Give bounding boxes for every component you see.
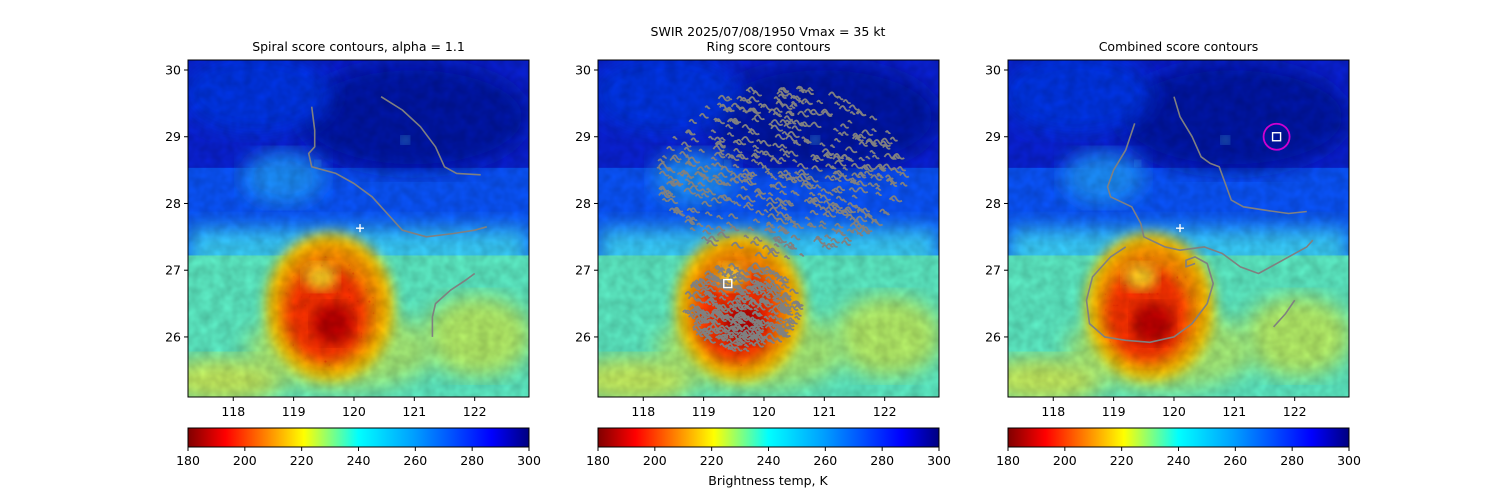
x-tick-label: 119 <box>1102 404 1126 419</box>
panel-title: Spiral score contours, alpha = 1.1 <box>252 39 465 54</box>
y-tick-label: 29 <box>985 129 1001 144</box>
y-tick-label: 29 <box>575 129 591 144</box>
y-tick-label: 28 <box>985 196 1001 211</box>
colorbar-tick-label: 240 <box>757 453 781 468</box>
colorbar <box>1007 427 1350 448</box>
colorbar-tick-label: 180 <box>586 453 610 468</box>
axes-frame <box>597 59 940 398</box>
center-plus-marker <box>1176 224 1185 233</box>
contour-line <box>1173 96 1307 215</box>
contour-line <box>1273 299 1296 328</box>
contour-line <box>1106 123 1314 275</box>
colorbar-tick-label: 300 <box>1337 453 1361 468</box>
colorbar-tick-label: 300 <box>517 453 541 468</box>
y-tick-label: 27 <box>985 263 1001 278</box>
y-tick-label: 26 <box>575 329 591 344</box>
x-tick-label: 122 <box>873 404 897 419</box>
x-tick-label: 119 <box>282 404 306 419</box>
y-tick-label: 29 <box>165 129 181 144</box>
x-tick-label: 120 <box>342 404 366 419</box>
x-tick-label: 122 <box>463 404 487 419</box>
contour-line <box>380 96 481 176</box>
colorbar-tick-label: 260 <box>813 453 837 468</box>
contour-line <box>1085 246 1214 344</box>
colorbar-tick-label: 280 <box>870 453 894 468</box>
x-tick-label: 119 <box>692 404 716 419</box>
y-tick-label: 26 <box>985 329 1001 344</box>
square-marker <box>723 278 733 289</box>
contour-line <box>307 106 488 238</box>
colorbar-tick-label: 300 <box>927 453 951 468</box>
colorbar-label: Brightness temp, K <box>708 473 828 488</box>
colorbar-tick-label: 220 <box>290 453 314 468</box>
colorbar-tick-label: 220 <box>700 453 724 468</box>
x-tick-label: 121 <box>402 404 426 419</box>
colorbar-tick-label: 200 <box>233 453 257 468</box>
colorbar-tick-label: 180 <box>176 453 200 468</box>
colorbar-tick-label: 280 <box>460 453 484 468</box>
axes-frame <box>1007 59 1350 398</box>
colorbar-tick-label: 240 <box>347 453 371 468</box>
colorbar <box>187 427 530 448</box>
brightness-image <box>1008 60 1349 397</box>
brightness-image <box>188 60 529 397</box>
ring-contour-region <box>656 85 910 260</box>
colorbar-tick-label: 200 <box>643 453 667 468</box>
panel-2: Ring score contours 118 119 120 121 122 26 27 28… <box>575 39 951 468</box>
y-tick-label: 28 <box>575 196 591 211</box>
y-tick-label: 27 <box>165 263 181 278</box>
colorbar-tick-label: 180 <box>996 453 1020 468</box>
panel-title: Ring score contours <box>706 39 830 54</box>
y-tick-label: 26 <box>165 329 181 344</box>
y-tick-label: 30 <box>985 63 1001 78</box>
colorbar-tick-label: 280 <box>1280 453 1304 468</box>
square-marker <box>1271 132 1282 142</box>
suptitle: SWIR 2025/07/08/1950 Vmax = 35 kt <box>651 24 886 39</box>
x-tick-label: 122 <box>1283 404 1307 419</box>
colorbar-tick-label: 260 <box>403 453 427 468</box>
x-tick-label: 120 <box>1162 404 1186 419</box>
y-tick-label: 28 <box>165 196 181 211</box>
panel-title: Combined score contours <box>1099 39 1259 54</box>
x-tick-label: 120 <box>752 404 776 419</box>
x-tick-label: 121 <box>812 404 836 419</box>
colorbar <box>597 427 940 448</box>
colorbar-tick-label: 220 <box>1110 453 1134 468</box>
circle-marker <box>1262 122 1291 151</box>
y-tick-label: 27 <box>575 263 591 278</box>
x-tick-label: 118 <box>221 404 245 419</box>
brightness-image <box>598 60 939 397</box>
y-tick-label: 30 <box>165 63 181 78</box>
colorbar-tick-label: 240 <box>1167 453 1191 468</box>
colorbar-tick-label: 200 <box>1053 453 1077 468</box>
center-plus-marker <box>356 224 365 233</box>
x-tick-label: 118 <box>631 404 655 419</box>
y-tick-label: 30 <box>575 63 591 78</box>
contour-line <box>431 272 476 337</box>
x-tick-label: 121 <box>1222 404 1246 419</box>
x-tick-label: 118 <box>1041 404 1065 419</box>
panel-3: Combined score contours 118 119 120 121 122 26… <box>985 39 1361 468</box>
panel-1: Spiral score contours, alpha = 1.1 118 119… <box>165 39 541 468</box>
axes-frame <box>187 59 530 398</box>
colorbar-tick-label: 260 <box>1223 453 1247 468</box>
